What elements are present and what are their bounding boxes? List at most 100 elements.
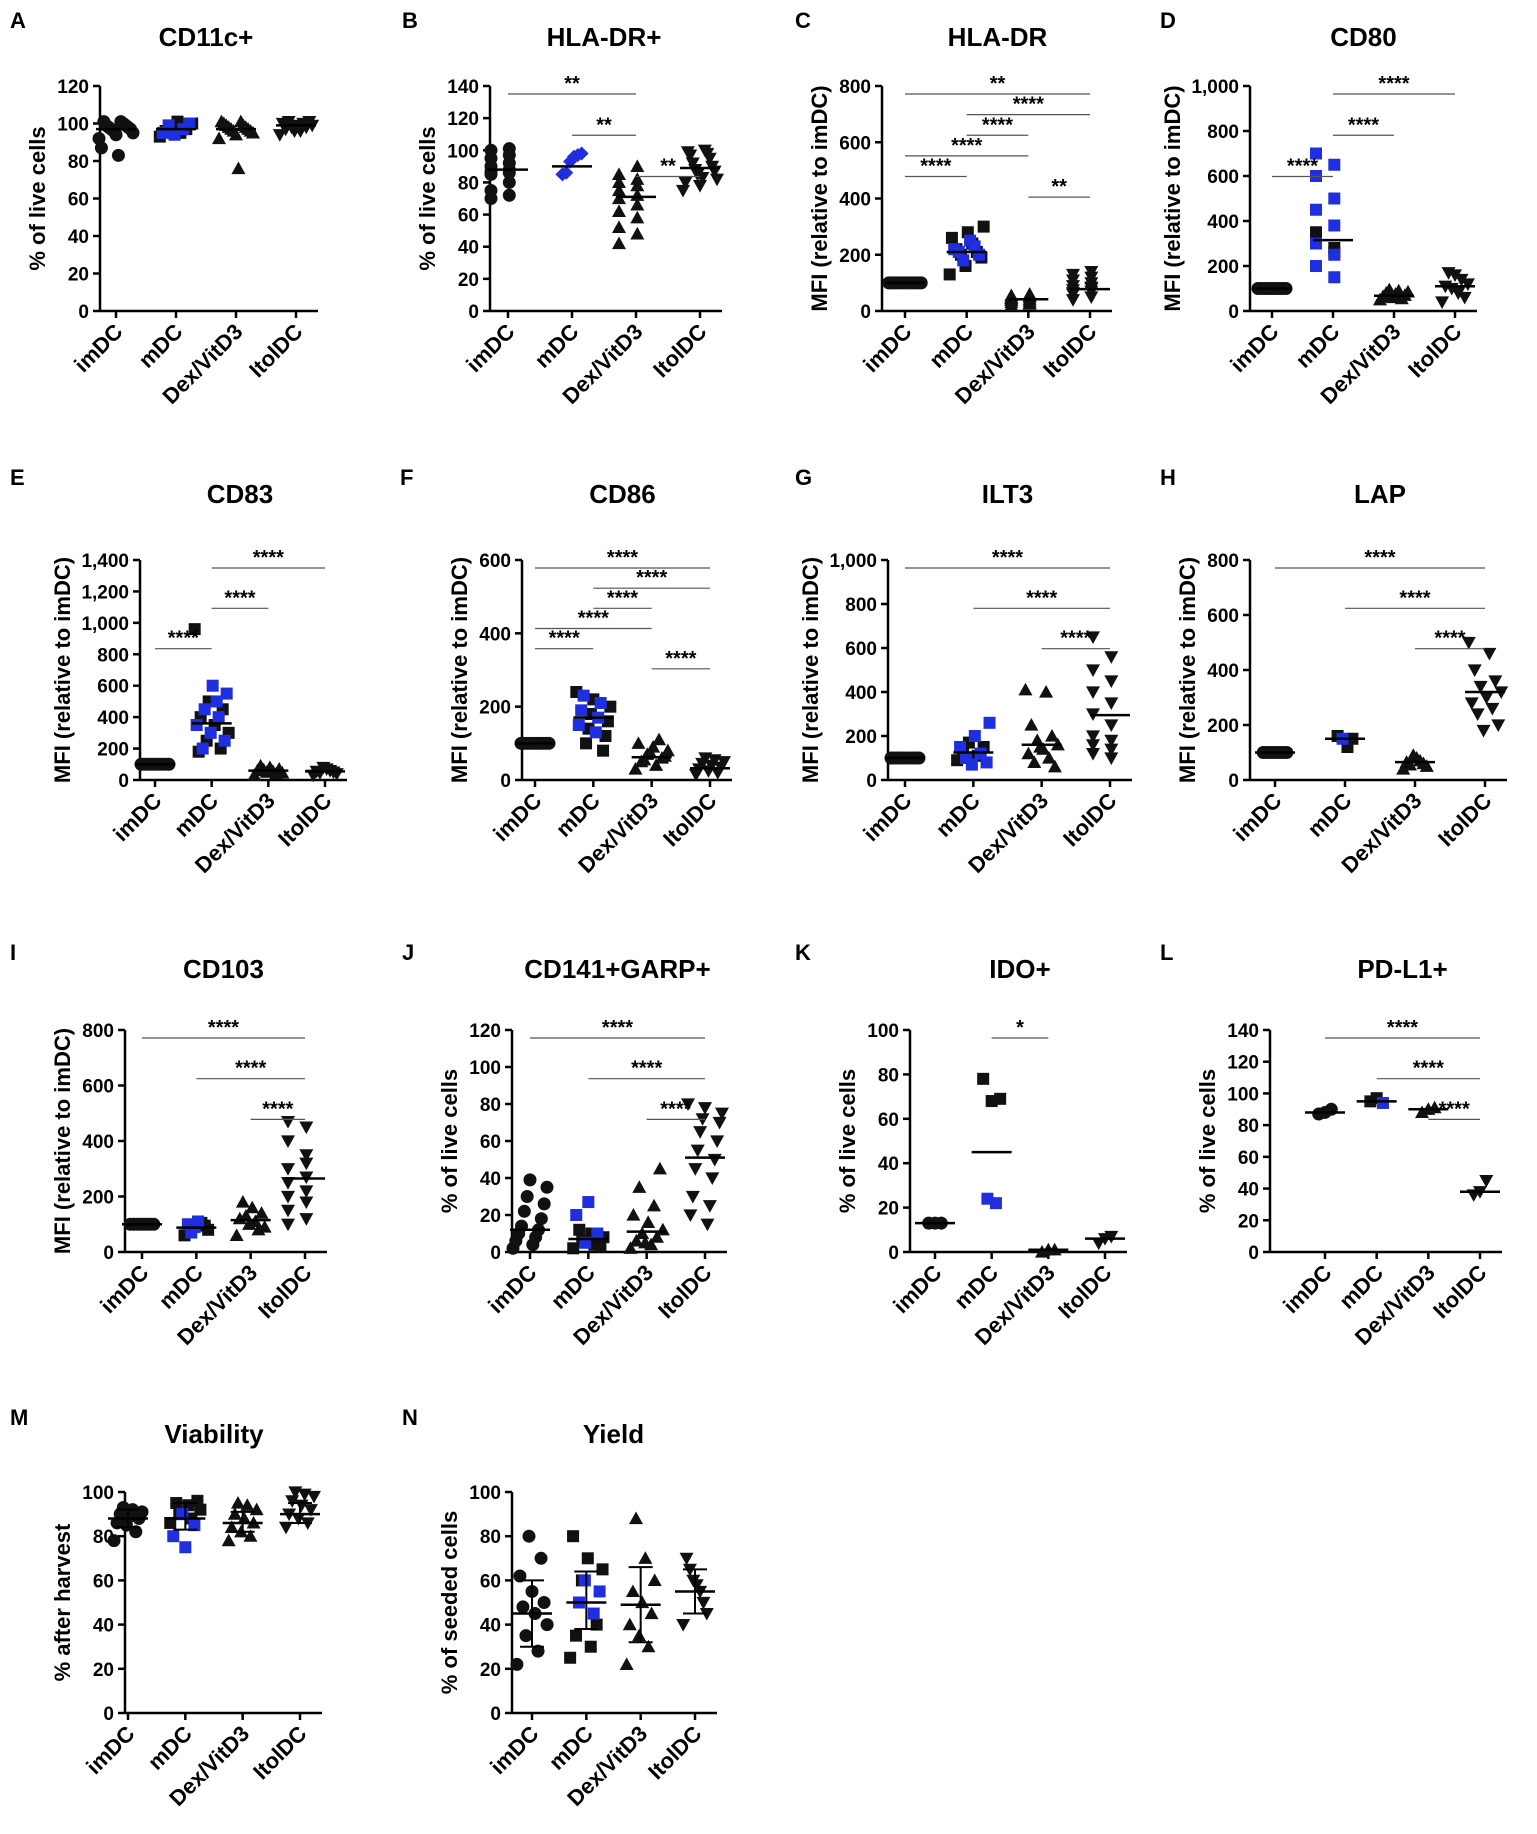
significance-label: **** (602, 1017, 633, 1039)
data-point (983, 716, 996, 729)
significance-label: **** (1364, 547, 1395, 569)
y-tick-label: 0 (1228, 302, 1239, 323)
y-tick-label: 400 (1207, 212, 1239, 233)
y-axis-label: MFI (relative to imDC) (807, 85, 832, 311)
y-tick-label: 0 (860, 302, 871, 323)
data-point (1310, 147, 1322, 160)
data-point (484, 143, 498, 157)
significance-label: ** (564, 73, 580, 95)
panel-d: D CD80 0 200 400 600 800 1,000 MFI (relative to … (1160, 8, 1477, 409)
y-tick-label: 600 (1207, 167, 1239, 188)
data-point (302, 116, 317, 129)
x-tick-label: ItolDC (253, 1260, 317, 1324)
significance-label: **** (920, 156, 951, 178)
data-point (1104, 1230, 1119, 1244)
y-tick-label: 40 (458, 238, 479, 259)
significance-label: **** (951, 135, 982, 157)
y-tick-label: 20 (480, 1660, 501, 1681)
data-point (256, 762, 271, 776)
y-tick-label: 120 (1227, 1053, 1259, 1074)
chart-title: IDO+ (989, 954, 1050, 984)
data-point (1310, 203, 1322, 216)
y-tick-label: 120 (447, 109, 479, 130)
y-tick-label: 800 (1207, 122, 1239, 143)
y-tick-label: 100 (469, 1058, 501, 1079)
x-tick-label: ItolDC (248, 1721, 312, 1785)
significance-label: **** (1060, 628, 1091, 650)
significance-label: ** (1051, 176, 1067, 198)
significance-label: ** (990, 73, 1006, 95)
x-tick-label: ItolDC (244, 319, 308, 383)
x-tick-label: ItolDC (1403, 319, 1467, 383)
data-point (1396, 762, 1411, 775)
significance-label: **** (992, 547, 1023, 569)
data-point (977, 220, 990, 233)
data-point (1033, 740, 1048, 753)
data-point (191, 1494, 204, 1507)
y-tick-label: 120 (57, 77, 89, 98)
panel-l: L PD-L1+ 0 20 40 60 80 100 120 140 % of live cells… (1160, 940, 1502, 1350)
data-point (1435, 296, 1450, 309)
data-point (577, 689, 590, 702)
chart-title: Viability (164, 1419, 264, 1449)
data-point (630, 172, 645, 185)
data-point (632, 1180, 647, 1193)
data-point (233, 114, 248, 128)
data-point (1104, 675, 1119, 688)
data-point (628, 762, 643, 775)
panel-i: I CD103 0 200 400 600 800 MFI (relative to imDC… (10, 940, 327, 1350)
y-tick-label: 600 (97, 677, 129, 698)
panel-letter: K (795, 940, 811, 965)
significance-label: **** (1348, 114, 1379, 136)
y-tick-label: 100 (1227, 1084, 1259, 1105)
data-point (237, 1511, 252, 1525)
data-point (1464, 697, 1479, 710)
data-point (523, 1173, 537, 1187)
significance-label: **** (262, 1098, 293, 1120)
y-tick-label: 140 (1227, 1021, 1259, 1042)
significance-label: **** (549, 628, 580, 650)
data-point (1441, 267, 1456, 280)
data-point (623, 1241, 638, 1254)
y-axis-label: MFI (relative to imDC) (50, 1028, 75, 1254)
x-tick-label: imDC (95, 1260, 153, 1318)
data-point (630, 226, 645, 240)
data-point (1460, 278, 1475, 291)
data-point (570, 1629, 583, 1642)
data-point (190, 719, 203, 731)
data-point (612, 175, 626, 189)
data-point (698, 752, 713, 765)
y-tick-label: 400 (1207, 661, 1239, 682)
data-point (210, 695, 223, 708)
data-point (168, 128, 181, 141)
data-point (641, 1639, 656, 1653)
y-tick-label: 1,200 (81, 582, 129, 603)
data-point (1451, 287, 1466, 300)
data-point (179, 1541, 192, 1554)
data-point (204, 726, 217, 739)
data-point (580, 737, 593, 750)
data-point (1086, 739, 1100, 752)
significance-label: **** (1378, 73, 1409, 95)
y-tick-label: 200 (1207, 257, 1239, 278)
data-point (1479, 691, 1494, 705)
data-point (522, 1529, 536, 1543)
data-point (591, 1227, 604, 1240)
panel-c: C HLA-DR 0 200 400 600 800 MFI (relative to imD… (795, 8, 1112, 409)
panel-letter: H (1160, 465, 1176, 490)
data-point (1328, 192, 1341, 205)
data-point (573, 1223, 586, 1236)
data-point (167, 1530, 180, 1543)
data-point (707, 754, 722, 767)
data-point (540, 1180, 554, 1194)
significance-label: **** (235, 1058, 266, 1080)
y-tick-label: 140 (447, 77, 479, 98)
chart-title: LAP (1354, 479, 1406, 509)
chart-title: CD80 (1330, 22, 1396, 52)
data-point (281, 1177, 295, 1190)
panel-letter: J (402, 940, 414, 965)
x-tick-label: imDC (888, 1260, 946, 1318)
data-point (1104, 719, 1119, 732)
